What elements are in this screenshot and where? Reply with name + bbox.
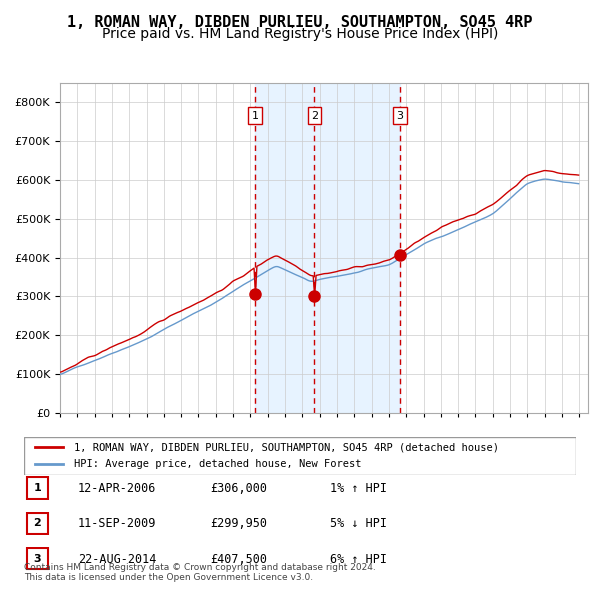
Text: 2019: 2019 bbox=[479, 436, 489, 461]
Text: 2020: 2020 bbox=[496, 436, 506, 461]
Text: 2002: 2002 bbox=[185, 436, 195, 461]
Text: 2005: 2005 bbox=[237, 436, 247, 461]
Text: 2004: 2004 bbox=[220, 436, 229, 461]
Text: 1, ROMAN WAY, DIBDEN PURLIEU, SOUTHAMPTON, SO45 4RP: 1, ROMAN WAY, DIBDEN PURLIEU, SOUTHAMPTO… bbox=[67, 15, 533, 30]
Text: 3: 3 bbox=[397, 111, 403, 120]
Text: 3: 3 bbox=[34, 554, 41, 563]
Text: 2010: 2010 bbox=[323, 436, 334, 461]
Text: 2018: 2018 bbox=[462, 436, 472, 461]
Text: 1: 1 bbox=[252, 111, 259, 120]
Text: 1998: 1998 bbox=[116, 436, 125, 461]
Text: 11-SEP-2009: 11-SEP-2009 bbox=[78, 517, 157, 530]
Text: Price paid vs. HM Land Registry's House Price Index (HPI): Price paid vs. HM Land Registry's House … bbox=[102, 27, 498, 41]
Text: 2014: 2014 bbox=[392, 436, 403, 461]
Text: 2016: 2016 bbox=[427, 436, 437, 461]
Text: 2017: 2017 bbox=[445, 436, 455, 461]
Text: 2015: 2015 bbox=[410, 436, 420, 461]
Text: 1% ↑ HPI: 1% ↑ HPI bbox=[330, 482, 387, 495]
Text: 22-AUG-2014: 22-AUG-2014 bbox=[78, 553, 157, 566]
Text: 2011: 2011 bbox=[341, 436, 350, 461]
FancyBboxPatch shape bbox=[24, 437, 576, 475]
FancyBboxPatch shape bbox=[27, 513, 48, 534]
Text: 2013: 2013 bbox=[375, 436, 385, 461]
Text: 2009: 2009 bbox=[306, 436, 316, 461]
Text: 2: 2 bbox=[311, 111, 318, 120]
Text: 2022: 2022 bbox=[531, 436, 541, 461]
Bar bbox=[255, 83, 400, 413]
Text: 1, ROMAN WAY, DIBDEN PURLIEU, SOUTHAMPTON, SO45 4RP (detached house): 1, ROMAN WAY, DIBDEN PURLIEU, SOUTHAMPTO… bbox=[74, 442, 499, 453]
Text: 1995: 1995 bbox=[64, 436, 74, 461]
Text: 1997: 1997 bbox=[98, 436, 108, 461]
Text: 6% ↑ HPI: 6% ↑ HPI bbox=[330, 553, 387, 566]
Text: 2024: 2024 bbox=[566, 436, 575, 461]
Text: 2023: 2023 bbox=[548, 436, 559, 461]
Text: 1999: 1999 bbox=[133, 436, 143, 461]
Text: £407,500: £407,500 bbox=[210, 553, 267, 566]
Text: £306,000: £306,000 bbox=[210, 482, 267, 495]
Text: 2012: 2012 bbox=[358, 436, 368, 461]
Text: £299,950: £299,950 bbox=[210, 517, 267, 530]
Text: 2001: 2001 bbox=[167, 436, 178, 461]
Text: 2008: 2008 bbox=[289, 436, 299, 461]
Text: HPI: Average price, detached house, New Forest: HPI: Average price, detached house, New … bbox=[74, 459, 361, 469]
Text: 2007: 2007 bbox=[271, 436, 281, 461]
Text: Contains HM Land Registry data © Crown copyright and database right 2024.
This d: Contains HM Land Registry data © Crown c… bbox=[24, 563, 376, 582]
Text: 2021: 2021 bbox=[514, 436, 524, 461]
FancyBboxPatch shape bbox=[27, 477, 48, 499]
Text: 12-APR-2006: 12-APR-2006 bbox=[78, 482, 157, 495]
Text: 2003: 2003 bbox=[202, 436, 212, 461]
Text: 1: 1 bbox=[34, 483, 41, 493]
Text: 5% ↓ HPI: 5% ↓ HPI bbox=[330, 517, 387, 530]
Text: 1996: 1996 bbox=[81, 436, 91, 461]
Text: 2006: 2006 bbox=[254, 436, 264, 461]
Text: 2: 2 bbox=[34, 519, 41, 528]
Text: 2000: 2000 bbox=[150, 436, 160, 461]
FancyBboxPatch shape bbox=[27, 548, 48, 569]
